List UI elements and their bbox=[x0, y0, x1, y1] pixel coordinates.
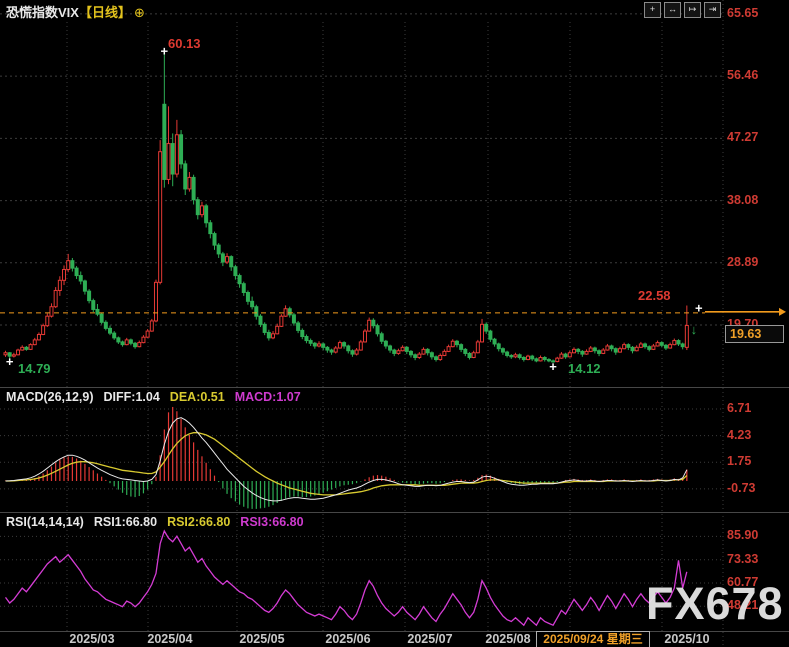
pan-icon[interactable]: + bbox=[644, 2, 661, 18]
rsi1-value: RSI1:66.80 bbox=[93, 515, 158, 529]
price-axis-label: 56.46 bbox=[727, 68, 759, 83]
rsi-title: RSI(14,14,14) bbox=[6, 515, 84, 529]
period-label[interactable]: 【日线】 bbox=[78, 5, 131, 20]
axis-forward-icon[interactable]: ↦ bbox=[684, 2, 701, 18]
date-axis-label: 2025/05 bbox=[239, 632, 285, 646]
crosshair-marker: + bbox=[6, 354, 14, 369]
macd-axis-label: 4.23 bbox=[727, 427, 752, 442]
chart-toolbar: + ↔ ↦ ⇥ bbox=[644, 2, 721, 18]
rsi-axis-label: 73.33 bbox=[727, 551, 759, 566]
rsi3-value: RSI3:66.80 bbox=[240, 515, 304, 529]
crosshair-marker: + bbox=[549, 359, 557, 374]
crosshair-marker: + bbox=[161, 43, 169, 58]
magnifier-icon[interactable]: ⊕ bbox=[133, 5, 145, 20]
macd-macd-value: MACD:1.07 bbox=[234, 390, 301, 404]
macd-dea-value: DEA:0.51 bbox=[169, 390, 225, 404]
date-axis-label: 2025/08 bbox=[485, 632, 531, 646]
panel-separator bbox=[0, 387, 789, 388]
low-price-label: 14.79 bbox=[18, 361, 51, 376]
second-low-price-label: 14.12 bbox=[568, 361, 601, 376]
rsi-legend: RSI(14,14,14) RSI1:66.80 RSI2:66.80 RSI3:66… bbox=[6, 515, 314, 529]
price-axis-label: 28.89 bbox=[727, 254, 759, 269]
date-axis-label: 2025/10 bbox=[664, 632, 710, 646]
date-axis-label: 2025/06 bbox=[325, 632, 371, 646]
macd-legend: MACD(26,12,9) DIFF:1.04 DEA:0.51 MACD:1.07 bbox=[6, 390, 311, 404]
axis-range-icon[interactable]: ↔ bbox=[664, 2, 681, 18]
axis-separator bbox=[0, 631, 789, 632]
rsi-axis-label: 48.21 bbox=[727, 598, 759, 613]
high-price-label: 60.13 bbox=[168, 36, 201, 51]
price-axis-label: 47.27 bbox=[727, 130, 759, 145]
macd-axis-label: 6.71 bbox=[727, 401, 752, 415]
shift-right-icon[interactable]: ⇥ bbox=[704, 2, 721, 18]
macd-axis-label: 1.75 bbox=[727, 454, 752, 469]
rsi-axis-label: 60.77 bbox=[727, 575, 759, 589]
price-axis-label: 65.65 bbox=[727, 5, 759, 20]
date-axis-label: 2025/04 bbox=[147, 632, 193, 646]
macd-diff-value: DIFF:1.04 bbox=[103, 390, 160, 404]
date-axis-label: 2025/07 bbox=[407, 632, 453, 646]
sell-arrow-icon: ↓ bbox=[691, 322, 698, 337]
title-bar: 恐慌指数VIX【日线】 ⊕ bbox=[6, 2, 145, 20]
instrument-title: 恐慌指数VIX bbox=[6, 5, 79, 20]
rsi-axis-label: 85.90 bbox=[727, 528, 759, 543]
panel-separator bbox=[0, 512, 789, 513]
crosshair-marker: + bbox=[695, 301, 703, 316]
macd-title: MACD(26,12,9) bbox=[6, 390, 94, 404]
macd-axis-label: -0.73 bbox=[727, 480, 756, 495]
recent-high-price-label: 22.58 bbox=[638, 288, 671, 303]
last-price-box: 19.63 bbox=[725, 325, 784, 343]
rsi2-value: RSI2:66.80 bbox=[167, 515, 231, 529]
crosshair-date-box: 2025/09/24 星期三 bbox=[536, 631, 650, 647]
fx678-watermark: FX678 bbox=[646, 578, 784, 629]
price-axis-label: 38.08 bbox=[727, 192, 759, 207]
date-axis-label: 2025/03 bbox=[69, 632, 115, 646]
